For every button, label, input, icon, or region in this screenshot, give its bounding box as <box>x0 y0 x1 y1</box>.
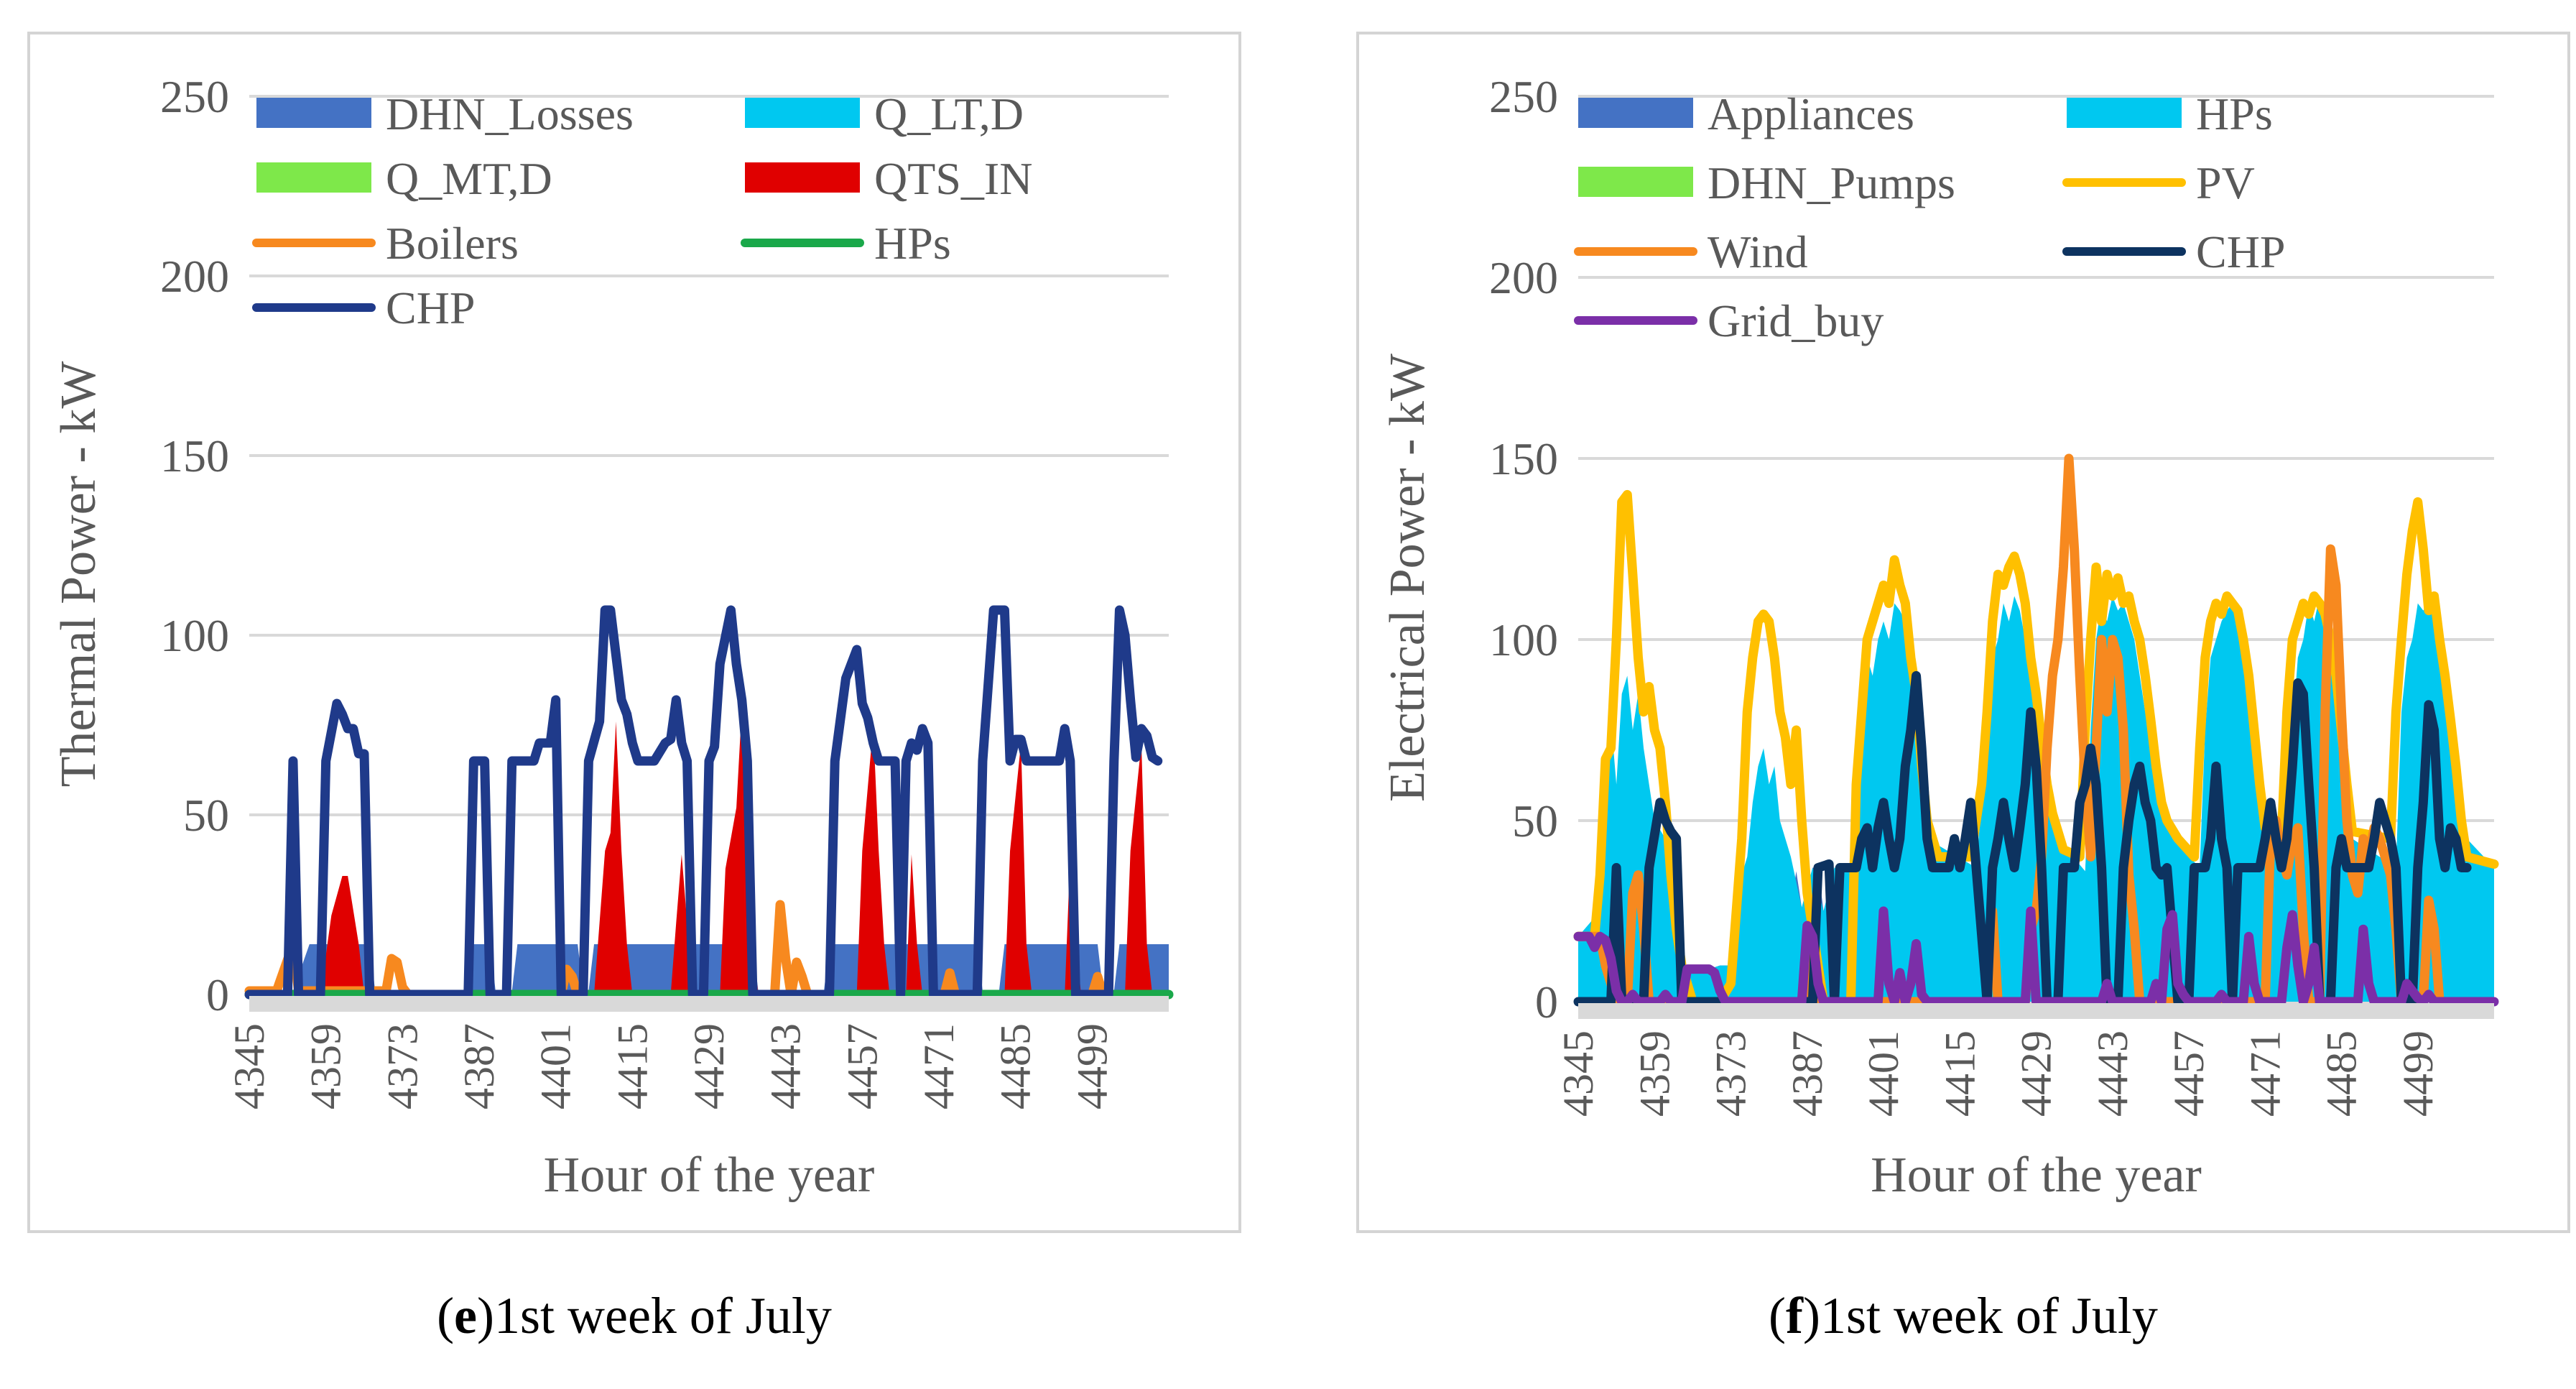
area-series-qts-in <box>249 707 1153 995</box>
legend-swatch <box>1578 167 1693 197</box>
legend-label: QTS_IN <box>874 153 1032 204</box>
legend-item-boilers: Boilers <box>252 218 519 269</box>
legend-item-hps: HPs <box>741 218 951 269</box>
x-axis-title: Hour of the year <box>1871 1148 2202 1203</box>
x-tick-label: 4485 <box>2318 1030 2366 1117</box>
caption-prefix: ( <box>437 1287 455 1344</box>
x-tick-label: 4429 <box>2013 1030 2060 1117</box>
x-tick-label: 4471 <box>915 1023 963 1109</box>
legend-label: DHN_Pumps <box>1708 157 1955 208</box>
legend-item-hps: HPs <box>2067 88 2273 139</box>
line-series-chp <box>244 605 1163 1000</box>
y-tick-label: 150 <box>160 430 229 481</box>
y-tick-label: 200 <box>1489 252 1558 303</box>
legend-label: Q_MT,D <box>386 153 552 204</box>
caption-prefix: ( <box>1769 1287 1787 1344</box>
legend-label: Q_LT,D <box>874 88 1024 139</box>
x-tick-label: 4359 <box>1631 1030 1678 1117</box>
x-tick-label: 4387 <box>1784 1030 1831 1117</box>
x-tick-label: 4373 <box>379 1023 426 1109</box>
y-tick-label: 250 <box>1489 71 1558 122</box>
x-tick-label: 4373 <box>1708 1030 1755 1117</box>
legend-label: Boilers <box>386 218 519 269</box>
x-tick-label: 4401 <box>532 1023 580 1109</box>
legend-label: HPs <box>2196 88 2273 139</box>
caption-electrical: (f)1st week of July <box>1356 1286 2570 1346</box>
caption-letter: f <box>1786 1287 1804 1344</box>
legend-item-chp: CHP <box>2062 226 2286 277</box>
x-tick-label: 4401 <box>1860 1030 1907 1117</box>
legend-item-q-lt-d: Q_LT,D <box>745 88 1024 139</box>
x-tick-label: 4485 <box>992 1023 1039 1109</box>
area-series-dhn-losses <box>249 944 1169 995</box>
legend-swatch <box>1578 98 1693 128</box>
line-series-pv <box>1573 489 2499 1007</box>
x-tick-label: 4429 <box>685 1023 733 1109</box>
x-tick-label: 4415 <box>608 1023 656 1109</box>
legend-item-chp: CHP <box>252 282 476 333</box>
y-axis-title: Thermal Power - kW <box>51 361 106 788</box>
legend-swatch <box>745 98 860 128</box>
legend-item-appliances: Appliances <box>1578 88 1914 139</box>
chart-panel-electrical: 0 50 100 150 200 250 4345 4359 4373 4387 4401 4415 4… <box>1356 32 2570 1233</box>
x-axis-title: Hour of the year <box>544 1148 875 1203</box>
chart-panel-thermal: 0 50 100 150 200 250 4345 4359 4373 4387 4401 4415 4… <box>27 32 1241 1233</box>
legend-label: Appliances <box>1708 88 1914 139</box>
caption-text: )1st week of July <box>477 1287 832 1344</box>
caption-text: )1st week of July <box>1803 1287 2158 1344</box>
legend-item-qts-in: QTS_IN <box>745 153 1032 204</box>
electrical-power-chart: 0 50 100 150 200 250 4345 4359 4373 4387 4401 4415 4… <box>1380 71 2499 1203</box>
line-series-grid-buy <box>1573 906 2499 1007</box>
x-tick-label: 4443 <box>2089 1030 2136 1117</box>
x-tick-label: 4359 <box>302 1023 350 1109</box>
thermal-power-chart: 0 50 100 150 200 250 4345 4359 4373 4387 4401 4415 4… <box>51 71 1174 1203</box>
x-axis-line <box>1578 1003 2494 1019</box>
legend-swatch <box>745 162 860 193</box>
x-tick-label: 4415 <box>1936 1030 1983 1117</box>
y-tick-label: 100 <box>1489 614 1558 665</box>
legend-item-dhn-pumps: DHN_Pumps <box>1578 157 1955 208</box>
legend-swatch <box>2067 98 2182 128</box>
y-tick-label: 0 <box>206 969 229 1020</box>
line-series-chp <box>1573 670 2472 1007</box>
x-tick-label: 4345 <box>1555 1030 1602 1117</box>
y-axis-title: Electrical Power - kW <box>1380 354 1435 802</box>
y-tick-label: 0 <box>1535 977 1558 1028</box>
caption-thermal: (e)1st week of July <box>27 1286 1241 1346</box>
legend-item-grid-buy: Grid_buy <box>1574 295 1884 346</box>
x-axis-line <box>249 996 1169 1012</box>
legend-label: CHP <box>2196 226 2286 277</box>
legend-item-dhn-losses: DHN_Losses <box>256 88 634 139</box>
legend-label: DHN_Losses <box>386 88 634 139</box>
legend-item-pv: PV <box>2062 157 2255 208</box>
y-tick-label: 150 <box>1489 433 1558 484</box>
x-tick-label: 4457 <box>2165 1030 2213 1117</box>
y-tick-label: 200 <box>160 251 229 302</box>
legend-swatch <box>256 98 371 128</box>
y-tick-label: 100 <box>160 610 229 661</box>
x-tick-label: 4443 <box>762 1023 810 1109</box>
x-tick-label: 4345 <box>226 1023 273 1109</box>
legend-label: HPs <box>874 218 951 269</box>
x-tick-label: 4499 <box>1068 1023 1116 1109</box>
y-tick-label: 50 <box>183 790 229 841</box>
legend-swatch <box>256 162 371 193</box>
legend-label: Wind <box>1708 226 1808 277</box>
legend-label: CHP <box>386 282 476 333</box>
legend-label: PV <box>2196 157 2255 208</box>
y-tick-label: 250 <box>160 71 229 122</box>
legend-item-q-mt-d: Q_MT,D <box>256 153 552 204</box>
x-tick-label: 4457 <box>838 1023 886 1109</box>
x-tick-label: 4387 <box>455 1023 503 1109</box>
x-tick-label: 4499 <box>2394 1030 2442 1117</box>
caption-letter: e <box>454 1287 478 1344</box>
x-tick-label: 4471 <box>2241 1030 2289 1117</box>
y-tick-label: 50 <box>1512 795 1558 846</box>
legend-label: Grid_buy <box>1708 295 1884 346</box>
legend-item-wind: Wind <box>1574 226 1808 277</box>
